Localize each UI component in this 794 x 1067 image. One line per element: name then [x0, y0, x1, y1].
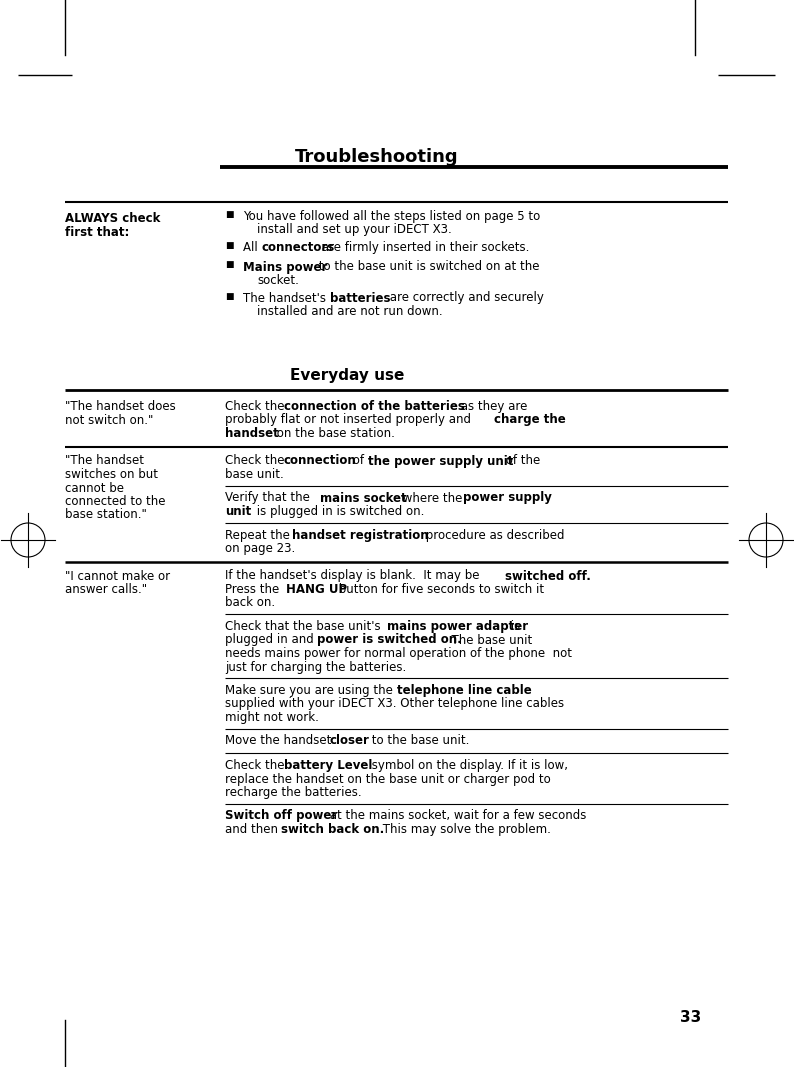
Text: to the base unit is switched on at the: to the base unit is switched on at the	[315, 260, 539, 273]
Text: symbol on the display. If it is low,: symbol on the display. If it is low,	[368, 759, 568, 773]
Text: closer: closer	[329, 734, 369, 748]
Text: probably flat or not inserted properly and: probably flat or not inserted properly a…	[225, 414, 475, 427]
Text: ■: ■	[225, 241, 233, 250]
Text: connected to the: connected to the	[65, 495, 165, 508]
Text: connection: connection	[284, 455, 357, 467]
Text: telephone line cable: telephone line cable	[397, 684, 532, 697]
Text: procedure as described: procedure as described	[422, 528, 565, 541]
Text: back on.: back on.	[225, 596, 276, 609]
Text: button for five seconds to switch it: button for five seconds to switch it	[335, 583, 544, 596]
Text: "I cannot make or: "I cannot make or	[65, 570, 170, 583]
Text: Move the handset: Move the handset	[225, 734, 335, 748]
Text: to the base unit.: to the base unit.	[368, 734, 469, 748]
Text: 33: 33	[680, 1010, 701, 1025]
Text: Check the: Check the	[225, 759, 288, 773]
Text: power supply: power supply	[463, 492, 552, 505]
Text: Troubleshooting: Troubleshooting	[295, 148, 459, 166]
Text: batteries: batteries	[330, 291, 391, 304]
Text: Repeat the: Repeat the	[225, 528, 294, 541]
Text: switched off.: switched off.	[505, 570, 591, 583]
Text: are correctly and securely: are correctly and securely	[386, 291, 544, 304]
Text: ALWAYS check: ALWAYS check	[65, 212, 160, 225]
Text: base station.": base station."	[65, 509, 147, 522]
Text: Verify that the: Verify that the	[225, 492, 314, 505]
Text: first that:: first that:	[65, 225, 129, 239]
Text: and then: and then	[225, 823, 282, 837]
Text: just for charging the batteries.: just for charging the batteries.	[225, 660, 407, 673]
Text: battery Level: battery Level	[284, 759, 372, 773]
Text: switches on but: switches on but	[65, 468, 158, 481]
Text: ■: ■	[225, 260, 233, 270]
Text: needs mains power for normal operation of the phone  not: needs mains power for normal operation o…	[225, 647, 572, 660]
Text: Make sure you are using the: Make sure you are using the	[225, 684, 397, 697]
Text: The base unit: The base unit	[444, 634, 532, 647]
Text: where the: where the	[399, 492, 466, 505]
Text: HANG UP: HANG UP	[286, 583, 347, 596]
Text: Press the: Press the	[225, 583, 283, 596]
Text: might not work.: might not work.	[225, 711, 319, 724]
Text: handset: handset	[225, 427, 279, 440]
Text: Mains power: Mains power	[243, 260, 327, 273]
Text: "The handset does: "The handset does	[65, 400, 175, 413]
Text: switch back on.: switch back on.	[281, 823, 384, 837]
Text: unit: unit	[225, 505, 251, 517]
Text: mains socket: mains socket	[320, 492, 407, 505]
Text: connectors: connectors	[261, 241, 334, 254]
Text: on the base station.: on the base station.	[273, 427, 395, 440]
Text: All: All	[243, 241, 261, 254]
Text: Switch off power: Switch off power	[225, 810, 337, 823]
Text: answer calls.": answer calls."	[65, 583, 147, 596]
Text: Check that the base unit's: Check that the base unit's	[225, 620, 384, 633]
Text: socket.: socket.	[257, 274, 299, 287]
Text: not switch on.": not switch on."	[65, 414, 153, 427]
Text: "The handset: "The handset	[65, 455, 144, 467]
Text: power is switched on.: power is switched on.	[317, 634, 462, 647]
Text: base unit.: base unit.	[225, 468, 283, 481]
Text: is plugged in is switched on.: is plugged in is switched on.	[253, 505, 424, 517]
Text: are firmly inserted in their sockets.: are firmly inserted in their sockets.	[318, 241, 530, 254]
Text: ■: ■	[225, 291, 233, 301]
Text: The handset's: The handset's	[243, 291, 330, 304]
Text: replace the handset on the base unit or charger pod to: replace the handset on the base unit or …	[225, 773, 551, 785]
Text: cannot be: cannot be	[65, 481, 124, 494]
Text: recharge the batteries.: recharge the batteries.	[225, 786, 361, 799]
Text: If the handset's display is blank.  It may be: If the handset's display is blank. It ma…	[225, 570, 484, 583]
Text: is: is	[507, 620, 520, 633]
Text: This may solve the problem.: This may solve the problem.	[379, 823, 551, 837]
Text: Everyday use: Everyday use	[290, 368, 404, 383]
Text: connection of the batteries: connection of the batteries	[284, 400, 464, 413]
Text: the power supply unit: the power supply unit	[368, 455, 514, 467]
Text: installed and are not run down.: installed and are not run down.	[257, 305, 442, 318]
Text: on page 23.: on page 23.	[225, 542, 295, 555]
Text: install and set up your iDECT X3.: install and set up your iDECT X3.	[257, 223, 452, 237]
Text: plugged in and: plugged in and	[225, 634, 318, 647]
Text: of the: of the	[502, 455, 540, 467]
Text: supplied with your iDECT X3. Other telephone line cables: supplied with your iDECT X3. Other telep…	[225, 698, 564, 711]
Text: charge the: charge the	[494, 414, 566, 427]
Text: Check the: Check the	[225, 400, 288, 413]
Text: mains power adapter: mains power adapter	[387, 620, 528, 633]
Text: as they are: as they are	[457, 400, 527, 413]
Text: ■: ■	[225, 210, 233, 219]
Text: at the mains socket, wait for a few seconds: at the mains socket, wait for a few seco…	[326, 810, 587, 823]
Text: Check the: Check the	[225, 455, 288, 467]
Text: of: of	[349, 455, 368, 467]
Text: You have followed all the steps listed on page 5 to: You have followed all the steps listed o…	[243, 210, 540, 223]
Text: handset registration: handset registration	[292, 528, 429, 541]
